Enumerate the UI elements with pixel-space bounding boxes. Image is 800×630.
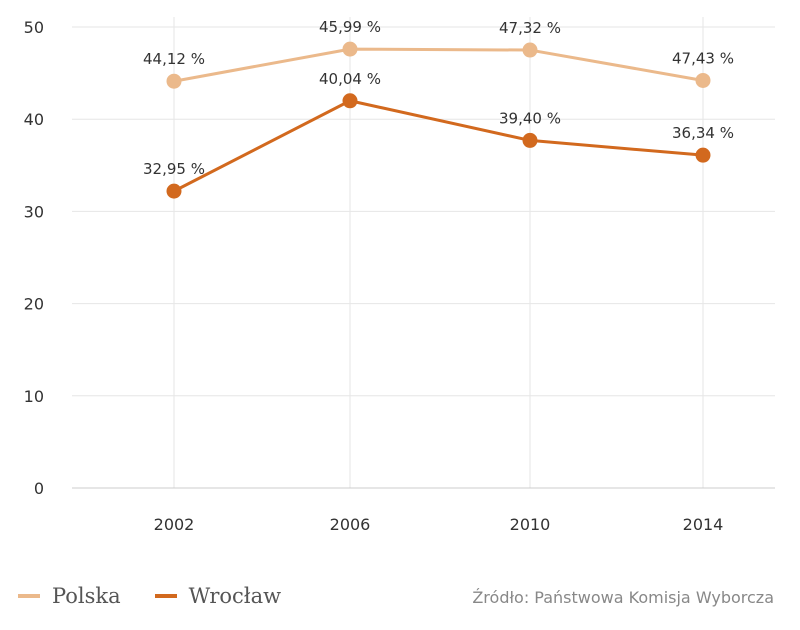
legend-swatch-polska bbox=[18, 594, 40, 598]
legend-swatch-wroclaw bbox=[154, 594, 177, 598]
y-tick-label: 50 bbox=[24, 18, 44, 37]
data-point bbox=[695, 147, 711, 163]
y-tick-label: 40 bbox=[24, 110, 44, 129]
data-label: 32,95 % bbox=[143, 160, 205, 178]
data-label: 36,34 % bbox=[672, 124, 734, 142]
y-tick-label: 10 bbox=[24, 387, 44, 406]
legend-item-polska: Polska bbox=[18, 584, 121, 608]
x-tick-label: 2014 bbox=[683, 515, 724, 534]
data-point bbox=[522, 132, 538, 148]
legend: Polska Wrocław bbox=[18, 584, 315, 608]
legend-item-wroclaw: Wrocław bbox=[154, 584, 282, 608]
y-tick-label: 30 bbox=[24, 202, 44, 221]
data-label: 47,43 % bbox=[672, 49, 734, 67]
series-layer: 44,12 % 45,99 % 47,32 % 47,43 % 32,95 % 40,04… bbox=[143, 18, 734, 199]
data-label: 47,32 % bbox=[499, 19, 561, 37]
series-line-0 bbox=[172, 47, 705, 83]
data-point bbox=[342, 93, 358, 109]
data-point bbox=[522, 42, 538, 58]
x-tick-label: 2010 bbox=[510, 515, 551, 534]
x-tick-label: 2002 bbox=[154, 515, 195, 534]
y-tick-label: 0 bbox=[34, 479, 44, 498]
series-0: 44,12 % 45,99 % 47,32 % 47,43 % bbox=[143, 18, 734, 89]
legend-label-wroclaw: Wrocław bbox=[188, 584, 282, 608]
x-axis: 2002 2006 2010 2014 bbox=[154, 515, 724, 534]
y-axis: 0 10 20 30 40 50 bbox=[24, 18, 44, 498]
data-label: 44,12 % bbox=[143, 50, 205, 68]
data-label: 40,04 % bbox=[319, 70, 381, 88]
legend-label-polska: Polska bbox=[52, 584, 121, 608]
y-tick-label: 20 bbox=[24, 295, 44, 314]
data-point bbox=[695, 72, 711, 88]
line-chart: 0 10 20 30 40 50 2002 2006 2010 2014 44,12 % 45,9… bbox=[24, 17, 775, 534]
source-note: Źródło: Państwowa Komisja Wyborcza bbox=[472, 588, 774, 607]
data-label: 45,99 % bbox=[319, 18, 381, 36]
data-label: 39,40 % bbox=[499, 109, 561, 127]
series-line-1 bbox=[172, 99, 705, 193]
data-point bbox=[166, 73, 182, 89]
x-tick-label: 2006 bbox=[330, 515, 371, 534]
data-point bbox=[166, 183, 182, 199]
data-point bbox=[342, 41, 358, 57]
series-1: 32,95 % 40,04 % 39,40 % 36,34 % bbox=[143, 70, 734, 199]
